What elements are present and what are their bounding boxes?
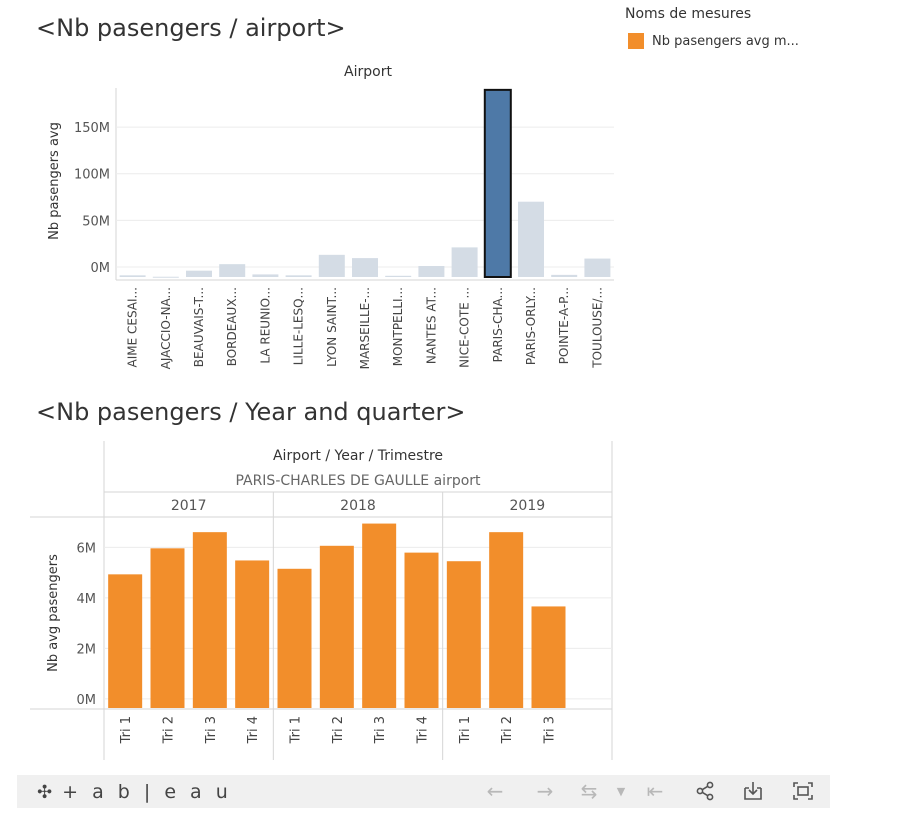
chart1-xtick-label: BEAUVAIS-T... [192,287,206,367]
tableau-toolbar: ✣ + a b | e a u ← → ⇆ ▼ ⇤ [17,775,830,808]
download-icon[interactable] [741,779,765,803]
chart1-xtick-label: LYON SAINT... [325,287,339,367]
chart2-bar[interactable] [319,545,354,708]
chart2-quarter-label: Tri 4 [416,716,431,744]
chart1-bar[interactable] [385,275,412,277]
chart1-ytick-label: 150M [74,121,110,136]
chart2-year-label: 2017 [171,498,207,514]
chart1-xtick-label: LA REUNIO... [258,287,272,364]
airport-bar-chart: Airport Nb pasengers avg 0M 50M 100M 150M A… [47,64,614,369]
chart2-quarter-label: Tri 2 [162,716,177,744]
tableau-logo-text: + a b | e a u [62,781,232,803]
chart2-ytick-label: 0M [77,693,97,708]
chart1-bar[interactable] [119,275,146,277]
chart1-xtick-label: MARSEILLE-... [358,287,372,369]
reset-icon[interactable]: ⇤ [646,779,664,803]
chart1-bar[interactable] [518,201,544,277]
chart2-quarter-label: Tri 1 [289,716,304,744]
chart1-bar[interactable] [318,254,345,277]
chart1-xtick-label: MONTPELLI... [391,287,405,366]
chart2-bar[interactable] [404,552,439,708]
legend-swatch [628,33,644,49]
chart1-xtick-label: BORDEAUX... [225,287,239,366]
chart2-quarter-label: Tri 1 [458,716,473,744]
chart2-subheader: PARIS-CHARLES DE GAULLE airport [235,473,481,489]
chart1-xtick-label: AJACCIO-NA... [159,287,173,369]
chart1-bar[interactable] [352,258,378,277]
chart2-quarter-label: Tri 1 [119,716,134,744]
chart1-xtick-label: NANTES AT... [424,287,438,364]
chart1-header: Airport [344,64,392,80]
chart1-ytick-label: 0M [91,261,111,276]
chart2-ytick-label: 6M [77,541,97,556]
chart2-bar[interactable] [192,532,227,708]
chart1-ytick-label: 100M [74,168,110,183]
chart1-xtick-label: LILLE-LESQ... [292,287,306,365]
sheet2-title: <Nb pasengers / Year and quarter> [36,398,466,426]
tableau-logo-icon: ✣ [37,782,53,803]
tableau-logo[interactable]: ✣ + a b | e a u [37,781,232,803]
chart2-quarter-label: Tri 2 [500,716,515,744]
fullscreen-icon[interactable] [791,779,815,803]
chart1-xtick-label: PARIS-CHA... [491,287,505,362]
chart2-bar[interactable] [362,523,397,708]
chart2-bar[interactable] [531,606,566,708]
revert-icon[interactable]: ⇆ [580,779,598,803]
legend-item-label: Nb pasengers avg m... [652,33,799,49]
chart1-xtick-label: POINTE-A-P... [557,287,571,364]
chart1-bar[interactable] [252,274,279,277]
chart1-bar[interactable] [418,266,445,277]
chart1-bar[interactable] [551,274,578,277]
chart2-bar[interactable] [150,548,185,708]
chart2-quarter-label: Tri 3 [373,716,388,744]
sheet1-title: <Nb pasengers / airport> [36,14,346,42]
chart2-quarter-label: Tri 3 [543,716,558,744]
chart1-bar[interactable] [451,247,478,277]
chart2-quarter-label: Tri 4 [246,716,261,744]
chart2-quarter-label: Tri 3 [204,716,219,744]
chart2-ytick-label: 2M [77,642,97,657]
chart2-year-label: 2019 [510,498,546,514]
chart1-bar[interactable] [152,276,179,278]
chart1-xtick-label: TOULOUSE/... [590,287,604,369]
share-icon[interactable] [693,779,717,803]
chart2-bar[interactable] [277,568,312,708]
dropdown-icon[interactable]: ▼ [616,784,626,798]
chart1-bar[interactable] [219,264,246,277]
undo-icon[interactable]: ← [486,779,504,803]
chart1-ylabel: Nb pasengers avg [47,122,62,240]
legend-item[interactable]: Nb pasengers avg m... [628,32,799,50]
chart1-bar[interactable] [186,270,212,277]
chart2-header: Airport / Year / Trimestre [273,448,443,464]
chart2-year-label: 2018 [340,498,376,514]
chart1-ytick-label: 50M [82,214,110,229]
chart1-bar[interactable] [285,275,312,277]
legend-title: Noms de mesures [625,6,752,22]
chart1-xtick-label: NICE-COTE ... [458,287,472,368]
chart1-bar[interactable] [483,88,512,278]
chart1-xtick-label: PARIS-ORLY... [524,287,538,365]
chart2-ylabel: Nb avg pasengers [46,554,61,672]
chart2-quarter-label: Tri 2 [331,716,346,744]
chart2-bar[interactable] [235,560,270,708]
chart2-bar[interactable] [108,574,143,708]
chart2-bar[interactable] [489,532,524,708]
chart2-bar[interactable] [446,561,481,708]
chart1-xtick-label: AIME CESAI... [126,287,140,368]
chart1-bar[interactable] [584,258,611,277]
redo-icon[interactable]: → [536,779,554,803]
chart2-ytick-label: 4M [77,592,97,607]
